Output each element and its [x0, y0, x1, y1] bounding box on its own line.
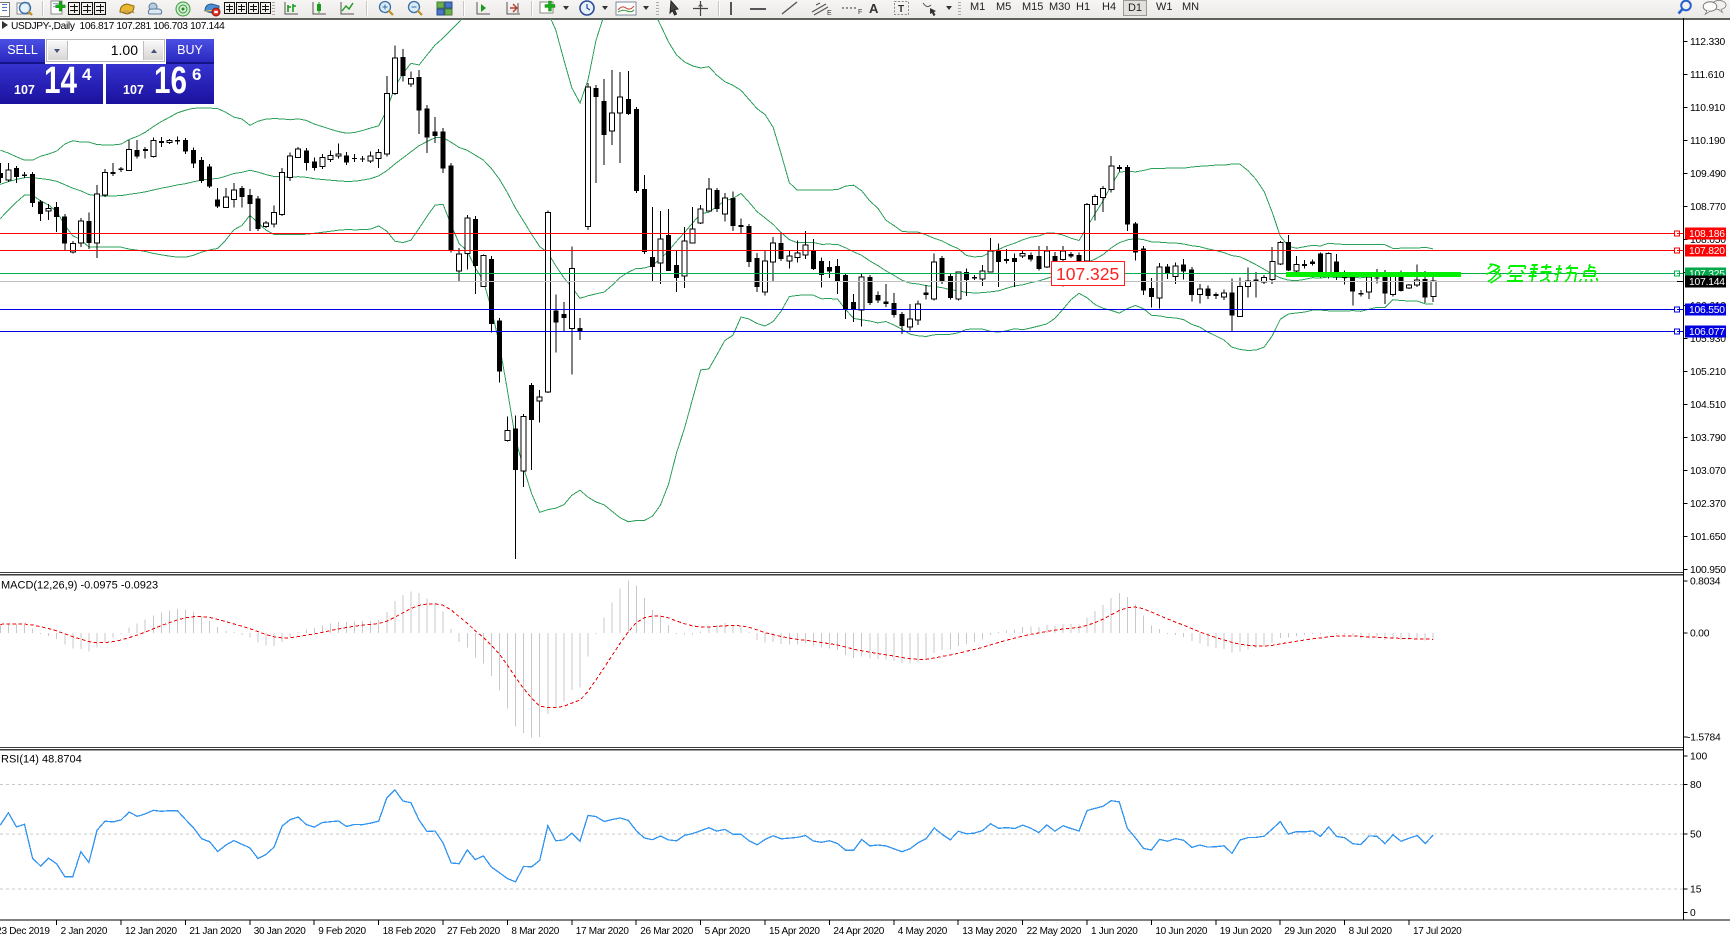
svg-text:105.930: 105.930: [1690, 334, 1726, 345]
svg-text:24 Apr 2020: 24 Apr 2020: [833, 926, 884, 937]
svg-text:12 Jan 2020: 12 Jan 2020: [125, 926, 177, 937]
svg-text:50: 50: [1690, 830, 1702, 841]
svg-text:101.650: 101.650: [1690, 532, 1726, 543]
svg-text:108.770: 108.770: [1690, 202, 1726, 213]
svg-text:106.550: 106.550: [1689, 305, 1725, 316]
svg-text:21 Jan 2020: 21 Jan 2020: [189, 926, 241, 937]
svg-text:8 Mar 2020: 8 Mar 2020: [511, 926, 559, 937]
svg-text:110.910: 110.910: [1690, 103, 1726, 114]
svg-text:1 Jun 2020: 1 Jun 2020: [1091, 926, 1138, 937]
svg-text:19 Jun 2020: 19 Jun 2020: [1220, 926, 1272, 937]
svg-text:109.490: 109.490: [1690, 169, 1726, 180]
svg-text:8 Jul 2020: 8 Jul 2020: [1349, 926, 1393, 937]
svg-text:15: 15: [1690, 885, 1702, 896]
svg-text:100.950: 100.950: [1690, 565, 1726, 576]
svg-text:104.510: 104.510: [1690, 400, 1726, 411]
svg-text:100: 100: [1690, 752, 1707, 763]
svg-text:E: E: [827, 10, 832, 17]
svg-text:0.00: 0.00: [1690, 629, 1710, 640]
svg-text:102.370: 102.370: [1690, 499, 1726, 510]
svg-text:RSI(14) 48.8704: RSI(14) 48.8704: [1, 754, 82, 766]
svg-text:103.070: 103.070: [1690, 466, 1726, 477]
svg-text:17 Jul 2020: 17 Jul 2020: [1413, 926, 1462, 937]
svg-text:F: F: [858, 9, 862, 16]
svg-text:111.610: 111.610: [1690, 70, 1725, 81]
svg-text:106.077: 106.077: [1689, 327, 1725, 338]
svg-text:15 Apr 2020: 15 Apr 2020: [769, 926, 820, 937]
svg-text:T: T: [898, 4, 904, 15]
svg-text:27 Feb 2020: 27 Feb 2020: [447, 926, 501, 937]
svg-text:107.325: 107.325: [1056, 264, 1119, 284]
svg-text:110.190: 110.190: [1690, 136, 1726, 147]
svg-text:23 Dec 2019: 23 Dec 2019: [0, 926, 50, 937]
svg-text:108.050: 108.050: [1690, 235, 1726, 246]
svg-text:108.186: 108.186: [1689, 229, 1725, 240]
svg-text:4 May 2020: 4 May 2020: [898, 926, 948, 937]
svg-text:107.820: 107.820: [1689, 246, 1725, 257]
svg-text:22 May 2020: 22 May 2020: [1027, 926, 1082, 937]
svg-text:18 Feb 2020: 18 Feb 2020: [383, 926, 437, 937]
svg-text:10 Jun 2020: 10 Jun 2020: [1155, 926, 1207, 937]
svg-text:0: 0: [1690, 908, 1696, 919]
svg-text:17 Mar 2020: 17 Mar 2020: [576, 926, 630, 937]
svg-text:2 Jan 2020: 2 Jan 2020: [61, 926, 108, 937]
svg-text:5 Apr 2020: 5 Apr 2020: [705, 926, 751, 937]
svg-text:80: 80: [1690, 780, 1702, 791]
svg-text:29 Jun 2020: 29 Jun 2020: [1284, 926, 1336, 937]
svg-text:107.325: 107.325: [1689, 269, 1725, 280]
svg-text:105.210: 105.210: [1690, 367, 1726, 378]
svg-text:112.330: 112.330: [1690, 37, 1726, 48]
svg-text:9 Feb 2020: 9 Feb 2020: [318, 926, 366, 937]
svg-text:MACD(12,26,9) -0.0975 -0.0923: MACD(12,26,9) -0.0975 -0.0923: [1, 580, 158, 592]
svg-text:-1.5784: -1.5784: [1687, 733, 1721, 744]
svg-text:103.790: 103.790: [1690, 433, 1726, 444]
svg-text:30 Jan 2020: 30 Jan 2020: [254, 926, 306, 937]
svg-text:0.8034: 0.8034: [1690, 577, 1721, 588]
svg-text:13 May 2020: 13 May 2020: [962, 926, 1017, 937]
svg-text:107.144: 107.144: [1689, 277, 1725, 288]
svg-text:26 Mar 2020: 26 Mar 2020: [640, 926, 694, 937]
